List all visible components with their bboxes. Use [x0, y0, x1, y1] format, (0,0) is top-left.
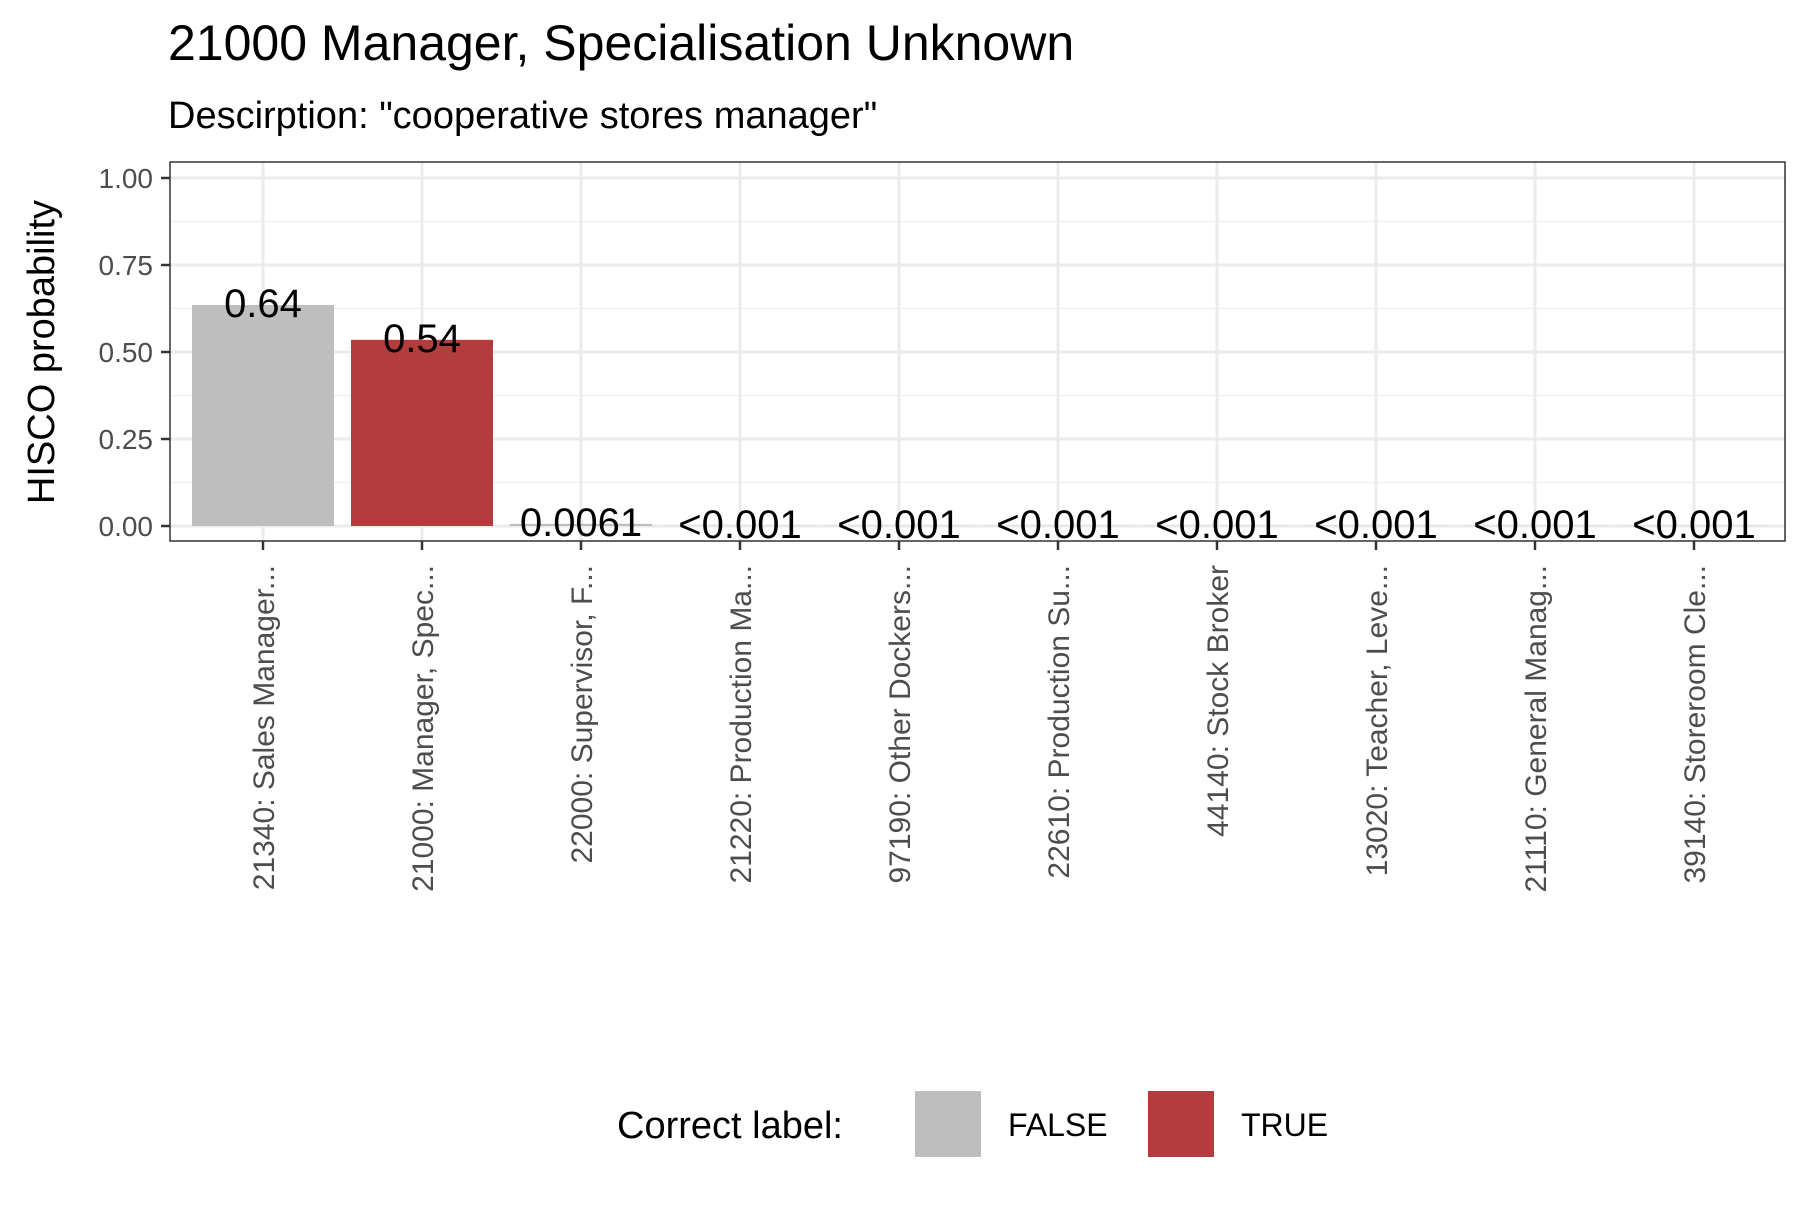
data-label: <0.001 [1632, 503, 1755, 547]
legend-label: FALSE [1008, 1107, 1108, 1143]
data-label: <0.001 [1314, 503, 1437, 547]
data-label: <0.001 [996, 503, 1119, 547]
legend-title: Correct label: [617, 1105, 843, 1147]
data-label: 0.64 [224, 282, 302, 326]
y-tick-label: 0.50 [99, 337, 154, 368]
x-tick-label: 22000: Supervisor, F... [566, 565, 599, 864]
bar [351, 340, 493, 526]
legend-key [1148, 1091, 1214, 1157]
bar [192, 305, 334, 526]
y-tick-label: 0.25 [99, 424, 154, 455]
y-tick-label: 0.00 [99, 511, 154, 542]
y-tick-label: 0.75 [99, 250, 154, 281]
legend-key [915, 1091, 981, 1157]
x-tick-label: 21340: Sales Manager... [248, 565, 281, 890]
chart-title: 21000 Manager, Specialisation Unknown [168, 15, 1074, 71]
legend-label: TRUE [1241, 1107, 1328, 1143]
x-tick-label: 21000: Manager, Spec... [407, 565, 440, 892]
plot-panel: 0.64 0.54 0.0061 <0.001 <0.001 <0.001 <0.001 <0… [170, 162, 1785, 547]
x-tick-label: 22610: Production Su... [1043, 565, 1076, 879]
legend: Correct label: FALSE TRUE [617, 1091, 1328, 1157]
y-axis: 0.00 0.25 0.50 0.75 1.00 [99, 163, 171, 542]
data-label: <0.001 [1155, 503, 1278, 547]
x-tick-label: 21110: General Manag... [1520, 565, 1553, 892]
chart-subtitle: Descirption: "cooperative stores manager… [168, 95, 877, 137]
data-label: 0.54 [383, 317, 461, 361]
x-tick-label: 39140: Storeroom Cle... [1679, 565, 1712, 884]
data-label: <0.001 [837, 503, 960, 547]
y-tick-label: 1.00 [99, 163, 154, 194]
y-axis-label: HISCO probability [21, 200, 63, 504]
data-label: 0.0061 [520, 501, 642, 545]
x-tick-label: 44140: Stock Broker [1202, 565, 1235, 837]
data-label: <0.001 [678, 503, 801, 547]
x-tick-label: 21220: Production Ma... [725, 565, 758, 884]
x-axis: 21340: Sales Manager... 21000: Manager, S… [248, 541, 1712, 892]
data-label: <0.001 [1473, 503, 1596, 547]
x-tick-label: 97190: Other Dockers... [884, 565, 917, 884]
x-tick-label: 13020: Teacher, Leve... [1361, 565, 1394, 876]
